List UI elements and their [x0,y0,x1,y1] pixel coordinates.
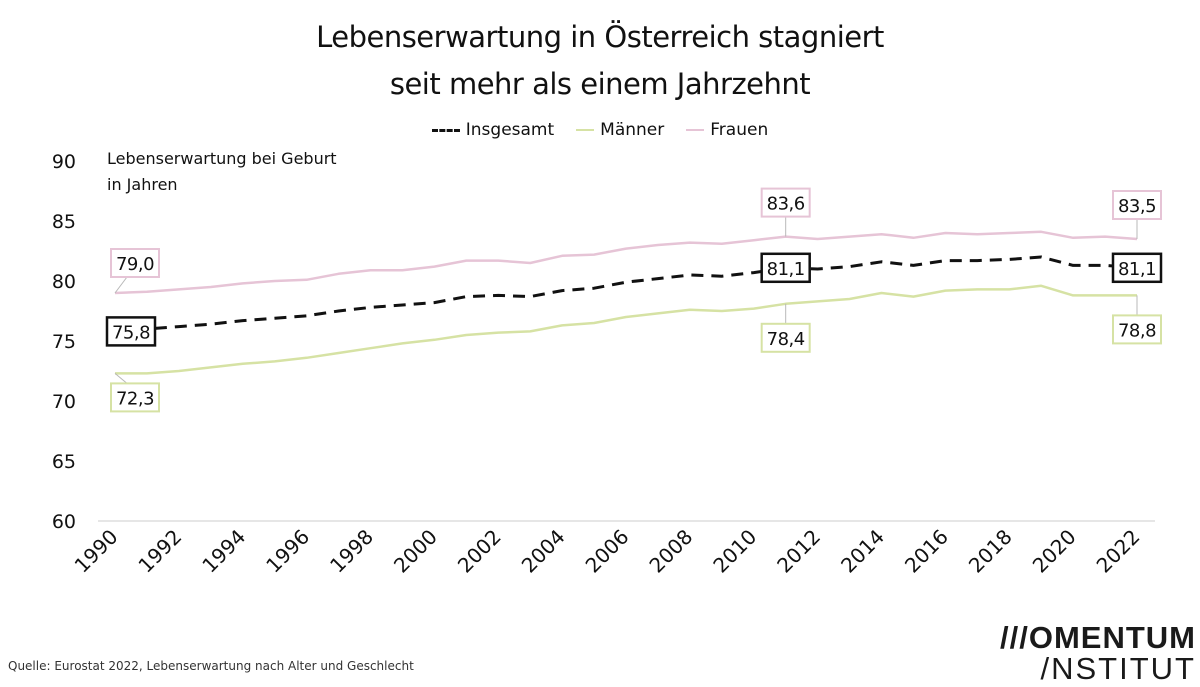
x-tick-label: 2012 [772,525,825,578]
x-axis: 1990 1992 1994 1996 1998 2000 2002 2004 2006 2008… [70,525,1145,578]
label-box [1111,252,1163,284]
legend-label-insgesamt: Insgesamt [465,120,555,140]
data-label-maenner: 78,8 [1112,295,1162,345]
label-box [760,187,811,218]
legend-label-maenner: Männer [600,120,665,140]
chart-title: Lebenserwartung in Österreich stagniert … [0,14,1200,108]
label-box [110,382,160,413]
label-text: 75,8 [112,322,150,343]
x-tick-label: 2002 [453,525,506,578]
y-axis-title-line: in Jahren [107,175,178,194]
x-tick-label: 2006 [581,525,634,578]
series-line-maenner [115,284,1137,375]
y-axis-title: Lebenserwartung bei Geburt in Jahren [107,149,337,194]
x-tick-label: 2018 [964,525,1017,578]
data-label-insgesamt: 81,1 [760,252,811,284]
x-tick-label: 2020 [1028,525,1081,578]
y-tick-label: 90 [52,151,76,173]
legend-item-insgesamt: Insgesamt [431,120,555,140]
x-tick-label: 2022 [1092,525,1145,578]
series-line-frauen [114,230,1138,295]
title-line-2: seit mehr als einem Jahrzehnt [389,67,811,101]
momentum-institut-logo: ///OMENTUM /NSTITUT [1000,620,1196,686]
y-tick-label: 60 [52,511,76,533]
data-label-insgesamt: 75,8 [105,316,157,347]
label-text: 83,6 [767,194,805,215]
label-box [1112,190,1162,220]
x-tick-label: 2004 [517,525,570,578]
data-label-maenner: 78,4 [760,303,811,353]
y-axis: 60 65 70 75 80 85 90 [52,151,1155,533]
x-tick-label: 2000 [389,525,442,578]
label-box [1112,314,1162,345]
legend-swatch-insgesamt [431,128,460,132]
label-text: 83,5 [1118,196,1156,217]
x-tick-label: 1992 [133,525,186,578]
legend-label-frauen: Frauen [710,120,769,140]
data-label-frauen: 83,5 [1112,190,1162,239]
label-text: 72,3 [116,388,154,409]
x-tick-label: 2010 [708,525,761,578]
label-box [760,322,811,353]
label-text: 81,1 [767,259,805,280]
data-label-frauen: 83,6 [760,187,811,237]
label-leader-line [114,276,128,294]
legend-swatch-maenner [576,129,595,131]
x-tick-label: 2008 [644,525,697,578]
data-label-maenner: 72,3 [110,373,160,413]
y-tick-label: 75 [52,331,76,353]
series-line-insgesamt [114,255,1138,333]
label-box [110,248,160,278]
label-text: 81,1 [1118,259,1156,280]
y-axis-title-line: Lebenserwartung bei Geburt [107,149,337,168]
x-tick-label: 1990 [70,525,123,578]
series-lines [114,230,1138,375]
x-tick-label: 2014 [836,525,889,578]
source-note: Quelle: Eurostat 2022, Lebenserwartung n… [8,659,414,673]
data-label-insgesamt: 81,1 [1111,252,1163,284]
label-leader-line [114,373,128,384]
label-box [105,316,157,347]
label-text: 78,8 [1118,320,1156,341]
logo-line-1: ///OMENTUM [1000,620,1196,655]
title-line-1: Lebenserwartung in Österreich stagniert [316,20,884,54]
legend-swatch-frauen [686,129,705,131]
data-label-frauen: 79,0 [110,248,160,294]
label-text: 78,4 [767,329,805,350]
logo-line-2: /NSTITUT [1040,651,1196,686]
label-text: 79,0 [116,254,154,275]
y-tick-label: 80 [52,271,76,293]
label-box [760,252,811,284]
legend-item-frauen: Frauen [686,120,768,140]
x-tick-label: 1998 [325,525,378,578]
y-tick-label: 65 [52,451,76,473]
x-tick-label: 1996 [261,525,314,578]
y-tick-label: 70 [52,391,76,413]
y-tick-label: 85 [52,211,76,233]
legend-item-maenner: Männer [576,120,664,140]
legend: Insgesamt Männer Frauen [0,120,1200,140]
data-labels: 75,8 81,1 81,1 72,3 78,4 78,8 79,0 83,6 83,5 [105,187,1163,413]
x-tick-label: 1994 [197,525,250,578]
x-tick-label: 2016 [900,525,953,578]
